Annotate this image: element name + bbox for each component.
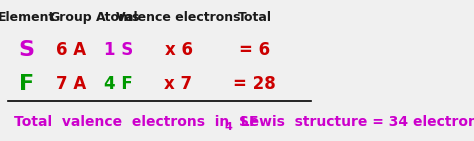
- Text: 6 A: 6 A: [56, 41, 86, 59]
- Text: = 6: = 6: [239, 41, 270, 59]
- Text: 4: 4: [225, 122, 232, 132]
- Text: Valence electrons: Valence electrons: [116, 11, 241, 25]
- Text: 4 F: 4 F: [104, 75, 133, 93]
- Text: S: S: [18, 40, 35, 60]
- Text: x 7: x 7: [164, 75, 192, 93]
- Text: 7 A: 7 A: [56, 75, 86, 93]
- Text: 1 S: 1 S: [104, 41, 133, 59]
- Text: Group: Group: [50, 11, 92, 25]
- Text: x 6: x 6: [164, 41, 192, 59]
- Text: F: F: [19, 74, 34, 94]
- Text: Atoms: Atoms: [96, 11, 141, 25]
- Text: Lewis  structure = 34 electrons: Lewis structure = 34 electrons: [231, 115, 474, 129]
- Text: Element: Element: [0, 11, 55, 25]
- Text: Total  valence  electrons  in  SF: Total valence electrons in SF: [14, 115, 258, 129]
- Text: = 28: = 28: [233, 75, 276, 93]
- Text: Total: Total: [237, 11, 272, 25]
